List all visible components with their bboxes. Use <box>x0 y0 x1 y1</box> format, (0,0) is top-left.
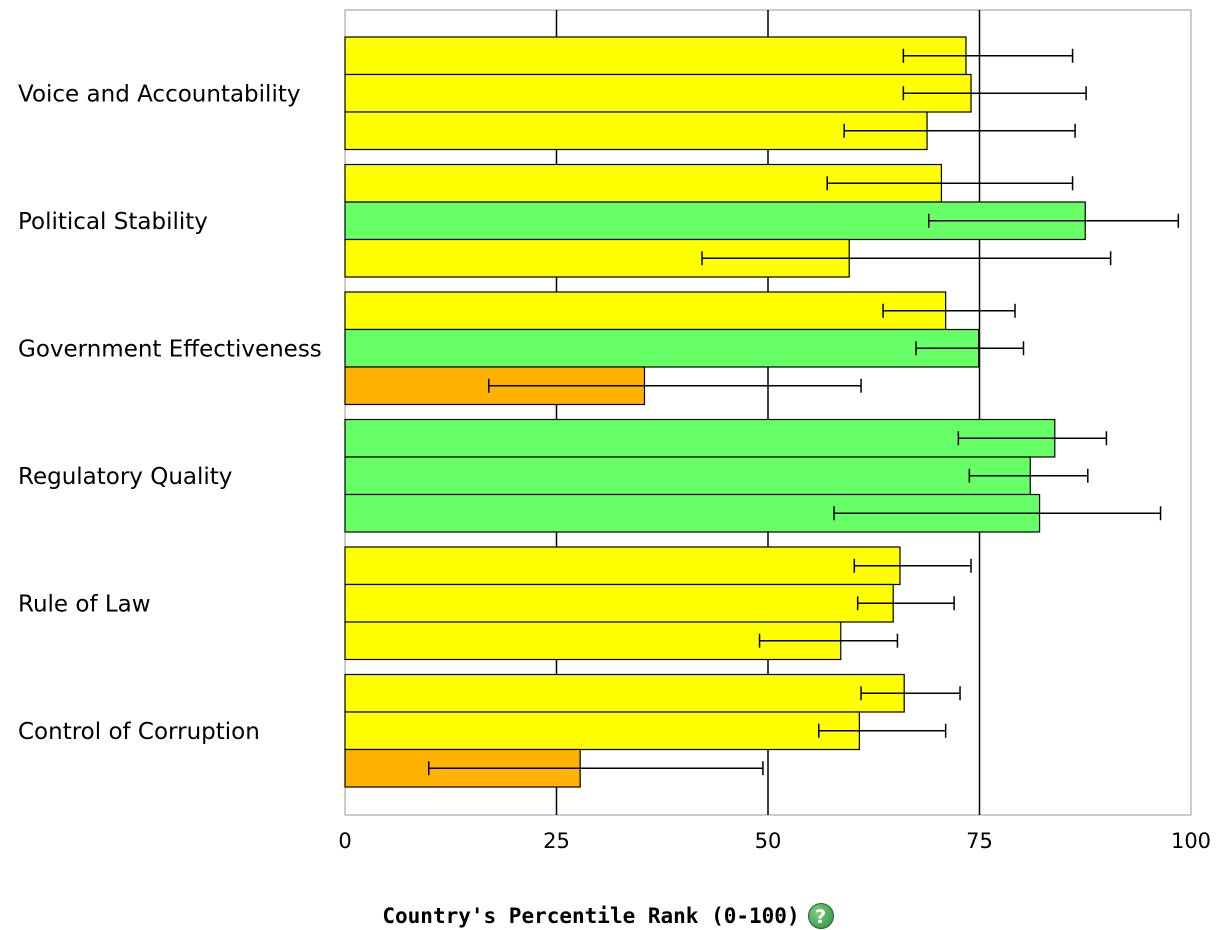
bar <box>344 73 972 113</box>
x-axis-title-row: Country's Percentile Rank (0-100) ? <box>0 902 1216 930</box>
category-label: Rule of Law <box>18 591 151 617</box>
tick-label: 50 <box>755 829 782 853</box>
category-label: Political Stability <box>18 209 208 235</box>
category-label: Regulatory Quality <box>18 464 232 490</box>
chart: Voice and Accountability Political Stabil… <box>18 9 1211 853</box>
tick-label: 100 <box>1171 829 1211 853</box>
bar <box>344 583 894 623</box>
bar <box>344 328 980 368</box>
tick-label: 25 <box>543 829 570 853</box>
category-label: Control of Corruption <box>18 719 260 745</box>
bar <box>344 111 928 151</box>
bar <box>344 673 905 713</box>
bar <box>344 456 1031 496</box>
category-label: Government Effectiveness <box>18 336 322 362</box>
category-label: Voice and Accountability <box>18 81 300 107</box>
bar <box>344 36 967 76</box>
tick-label: 75 <box>966 829 993 853</box>
bar <box>344 546 901 586</box>
help-icon[interactable]: ? <box>807 903 834 929</box>
x-axis-title: Country's Percentile Rank (0-100) <box>382 904 800 928</box>
bar <box>344 711 860 751</box>
bar <box>344 418 1056 458</box>
bar <box>344 291 947 331</box>
tick-label: 0 <box>338 829 351 853</box>
